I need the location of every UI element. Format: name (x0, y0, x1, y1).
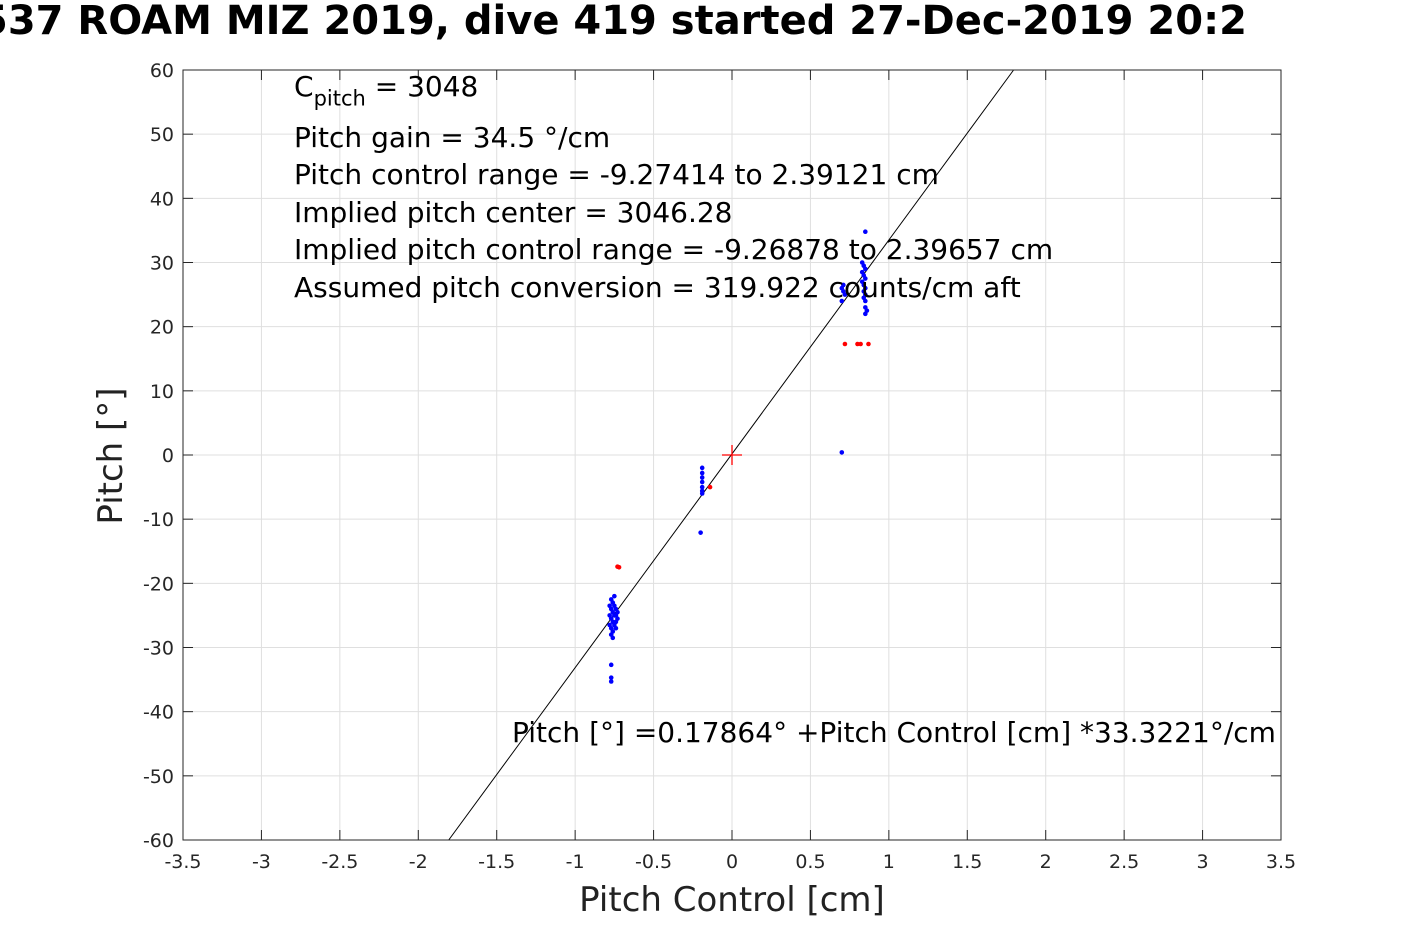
x-tick-label: 3.5 (1266, 851, 1296, 873)
annotation-conversion: Assumed pitch conversion = 319.922 count… (294, 271, 1021, 304)
y-tick-label: -60 (143, 830, 174, 852)
x-tick-label: 0.5 (795, 851, 825, 873)
c-pitch-value: = 3048 (365, 70, 479, 103)
y-tick-label: -40 (143, 702, 174, 724)
x-tick-label: 0 (726, 851, 738, 873)
x-tick-label: -1.5 (478, 851, 515, 873)
chart-title: 537 ROAM MIZ 2019, dive 419 started 27-D… (0, 0, 1247, 44)
y-tick-label: -50 (143, 766, 174, 788)
data-point (607, 622, 612, 628)
data-point (608, 675, 614, 680)
data-point (841, 282, 846, 288)
c-pitch-symbol: C (294, 70, 314, 103)
data-point (615, 564, 620, 569)
data-point (615, 616, 620, 621)
y-tick-label: -10 (143, 509, 174, 531)
data-point (615, 609, 620, 615)
data-point (608, 662, 614, 668)
data-point (699, 475, 705, 480)
y-tick-label: -20 (143, 573, 174, 595)
annotation-c-pitch: Cpitch = 3048 (294, 70, 479, 109)
annotation-implied-center: Implied pitch center = 3046.28 (294, 196, 733, 229)
y-tick-label: 20 (150, 317, 174, 339)
annotation-fit-equation: Pitch [°] =0.17864° +Pitch Control [cm] … (512, 716, 1276, 749)
y-tick-label: 60 (150, 60, 174, 82)
data-point (842, 341, 848, 347)
x-tick-label: 1.5 (952, 851, 982, 873)
data-point (608, 679, 614, 684)
x-tick-label: 3 (1197, 851, 1209, 873)
data-point (699, 470, 705, 476)
data-point (863, 276, 868, 281)
y-axis-label: Pitch [°] (91, 387, 131, 525)
data-point (842, 292, 848, 297)
data-point (607, 603, 612, 609)
data-point (698, 530, 703, 535)
x-tick-label: -3.5 (164, 851, 201, 873)
data-point (863, 298, 868, 304)
data-point (613, 625, 619, 631)
data-point (863, 266, 868, 272)
data-point (839, 450, 845, 455)
center-marker-group (722, 445, 742, 465)
data-point (858, 341, 863, 347)
data-point (699, 465, 705, 471)
data-points (607, 229, 871, 684)
c-pitch-subscript: pitch (313, 86, 366, 111)
x-tick-label: 1 (883, 851, 895, 873)
data-point (699, 484, 705, 490)
x-tick-label: -2 (409, 851, 428, 873)
data-point (839, 298, 845, 304)
y-tick-label: -30 (143, 638, 174, 660)
x-tick-label: -3 (252, 851, 271, 873)
x-tick-label: 2 (1040, 851, 1052, 873)
x-tick-label: 2.5 (1109, 851, 1139, 873)
x-tick-label: -2.5 (321, 851, 358, 873)
data-point (610, 635, 616, 641)
axis-ticks: -3.5 -3 -2.5 -2 -1.5 -1 -0.5 0 0.5 1 1.5 2 2.5 3 3.5 -6… (143, 60, 1296, 873)
y-tick-label: 10 (150, 381, 174, 403)
data-point (863, 311, 868, 317)
annotation-control-range: Pitch control range = -9.27414 to 2.3912… (294, 158, 939, 191)
data-point (607, 613, 612, 618)
data-point (699, 479, 705, 485)
data-point (863, 229, 868, 234)
annotation-pitch-gain: Pitch gain = 34.5 °/cm (294, 121, 611, 154)
data-point (699, 491, 705, 496)
data-point (612, 593, 617, 599)
x-tick-label: -0.5 (635, 851, 672, 873)
y-tick-label: 40 (150, 188, 174, 210)
y-tick-label: 50 (150, 124, 174, 146)
x-tick-label: -1 (566, 851, 585, 873)
annotation-implied-range: Implied pitch control range = -9.26878 t… (294, 233, 1054, 266)
y-tick-label: 0 (162, 445, 174, 467)
data-point (707, 484, 713, 490)
x-axis-label: Pitch Control [cm] (579, 880, 885, 920)
y-tick-label: 30 (150, 253, 174, 275)
data-point (866, 341, 871, 347)
